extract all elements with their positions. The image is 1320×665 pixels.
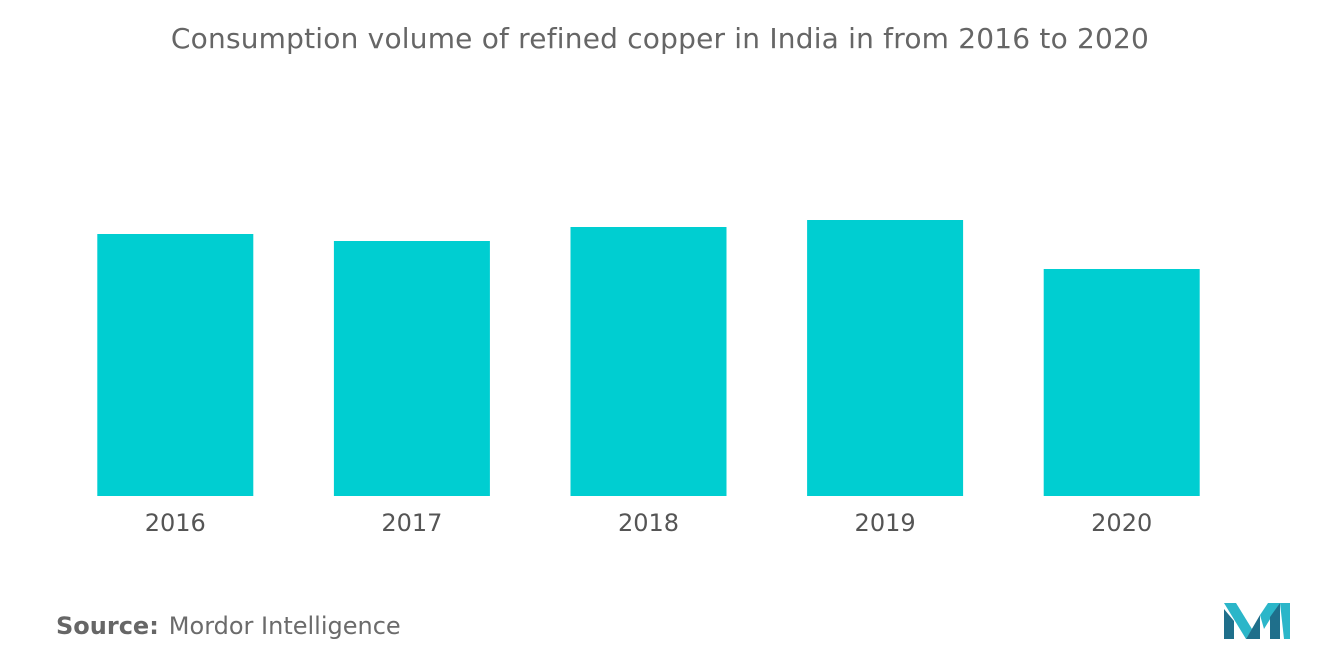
x-tick-label-2020: 2020 <box>1091 509 1152 537</box>
x-tick-label-2017: 2017 <box>381 509 442 537</box>
bar-2017 <box>333 241 490 496</box>
x-tick-label-2018: 2018 <box>618 509 679 537</box>
x-axis-tick-labels: 2016 2017 2018 2019 2020 <box>145 509 1152 537</box>
source-label: Source: <box>56 612 159 640</box>
bar-2016 <box>97 234 254 496</box>
x-tick-label-2016: 2016 <box>145 509 206 537</box>
mordor-intelligence-logo-icon <box>1224 603 1290 639</box>
bar-2018 <box>570 227 727 496</box>
bar-chart: 2016 2017 2018 2019 2020 <box>97 220 1200 537</box>
x-tick-label-2019: 2019 <box>855 509 916 537</box>
bar-2019 <box>807 220 964 496</box>
bars-layer <box>97 220 1200 496</box>
bar-2020 <box>1043 269 1200 496</box>
source-text: Mordor Intelligence <box>168 612 401 640</box>
source-note: Source: Mordor Intelligence <box>56 612 401 640</box>
chart-title: Consumption volume of refined copper in … <box>170 22 1150 55</box>
